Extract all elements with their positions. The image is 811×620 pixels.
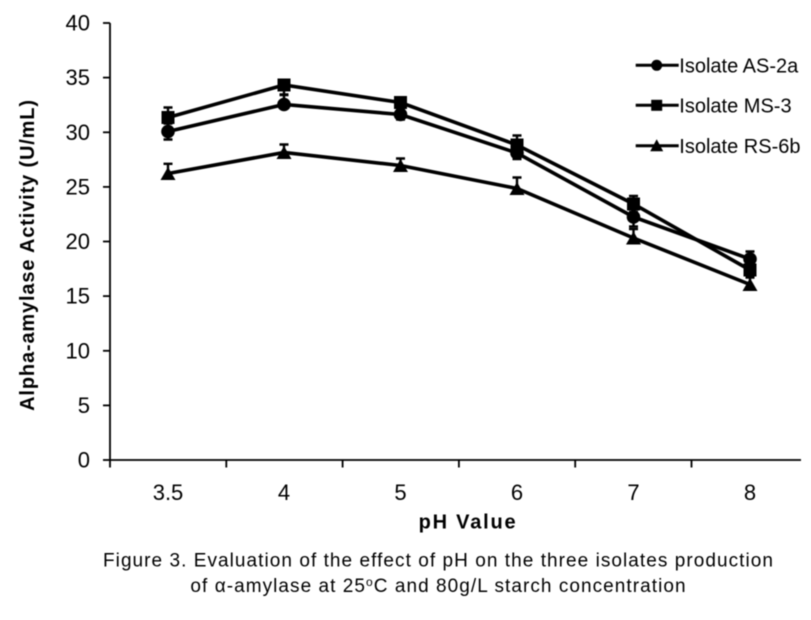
svg-text:4: 4	[278, 480, 290, 505]
svg-text:Figure 3. Evaluation of the ef: Figure 3. Evaluation of the effect of pH…	[103, 550, 774, 571]
svg-text:5: 5	[394, 480, 406, 505]
svg-text:6: 6	[511, 480, 523, 505]
svg-text:Alpha-amylase Activity (U/mL): Alpha-amylase Activity (U/mL)	[17, 99, 39, 411]
svg-text:of α-amylase at 25oC and 80g/L: of α-amylase at 25oC and 80g/L starch co…	[190, 575, 686, 597]
svg-text:20: 20	[66, 229, 90, 254]
svg-text:25: 25	[66, 174, 90, 199]
svg-text:7: 7	[627, 480, 639, 505]
svg-text:Isolate MS-3: Isolate MS-3	[679, 95, 791, 117]
svg-text:3.5: 3.5	[153, 480, 184, 505]
svg-text:15: 15	[66, 284, 90, 309]
svg-text:5: 5	[78, 393, 90, 418]
svg-text:Isolate AS-2a: Isolate AS-2a	[679, 55, 799, 77]
svg-text:10: 10	[66, 338, 90, 363]
svg-text:35: 35	[66, 65, 90, 90]
svg-text:40: 40	[66, 11, 90, 36]
svg-text:30: 30	[66, 120, 90, 145]
svg-text:pH Value: pH Value	[419, 512, 518, 534]
svg-text:Isolate RS-6b: Isolate RS-6b	[679, 136, 800, 158]
svg-text:8: 8	[744, 480, 756, 505]
svg-text:0: 0	[78, 448, 90, 473]
